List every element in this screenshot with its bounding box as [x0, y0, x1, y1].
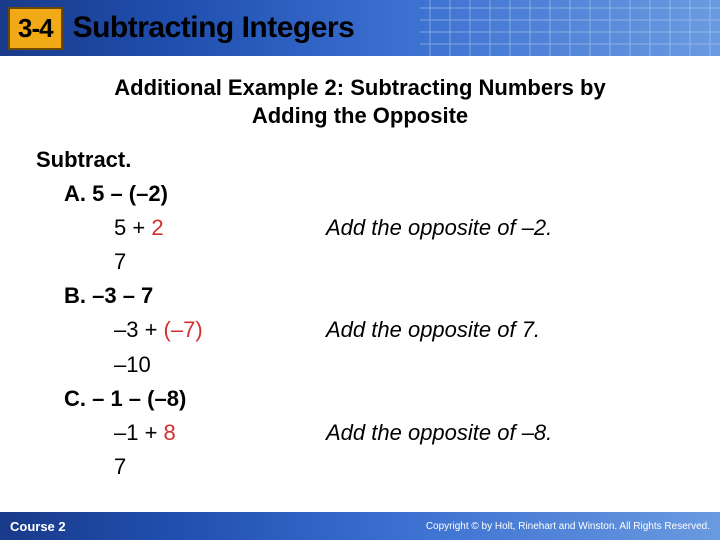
part-b-note: Add the opposite of 7. — [326, 313, 540, 347]
part-b-step: –3 + (–7) — [36, 313, 326, 347]
slide-content: Additional Example 2: Subtracting Number… — [0, 56, 720, 484]
part-a-step-red: 2 — [151, 215, 163, 240]
lesson-badge: 3-4 — [8, 7, 63, 50]
example-body: Subtract. A. 5 – (–2) 5 + 2 Add the oppo… — [28, 143, 692, 484]
part-c-note: Add the opposite of –8. — [326, 416, 552, 450]
part-a-note: Add the opposite of –2. — [326, 211, 552, 245]
copyright-text: Copyright © by Holt, Rinehart and Winsto… — [426, 521, 710, 532]
part-a-step: 5 + 2 — [36, 211, 326, 245]
part-c-step: –1 + 8 — [36, 416, 326, 450]
part-a-result: 7 — [36, 245, 692, 279]
part-b-label: B. –3 – 7 — [36, 279, 692, 313]
slide-header: 3-4 Subtracting Integers — [0, 0, 720, 56]
example-title: Additional Example 2: Subtracting Number… — [28, 74, 692, 129]
part-a-step-plain: 5 + — [114, 215, 151, 240]
part-b-step-plain: –3 + — [114, 317, 164, 342]
header-grid-decoration — [420, 0, 720, 56]
example-title-line1: Additional Example 2: Subtracting Number… — [114, 75, 605, 100]
lead-instruction: Subtract. — [36, 143, 692, 177]
course-label: Course 2 — [10, 519, 66, 534]
part-c-result: 7 — [36, 450, 692, 484]
part-c-step-plain: –1 + — [114, 420, 164, 445]
part-c-label: C. – 1 – (–8) — [36, 382, 692, 416]
part-b-step-red: (–7) — [164, 317, 203, 342]
part-b-result: –10 — [36, 348, 692, 382]
part-a-label: A. 5 – (–2) — [36, 177, 692, 211]
lesson-title: Subtracting Integers — [73, 11, 355, 45]
part-c-step-red: 8 — [164, 420, 176, 445]
example-title-line2: Adding the Opposite — [252, 103, 468, 128]
slide-footer: Course 2 Copyright © by Holt, Rinehart a… — [0, 512, 720, 540]
